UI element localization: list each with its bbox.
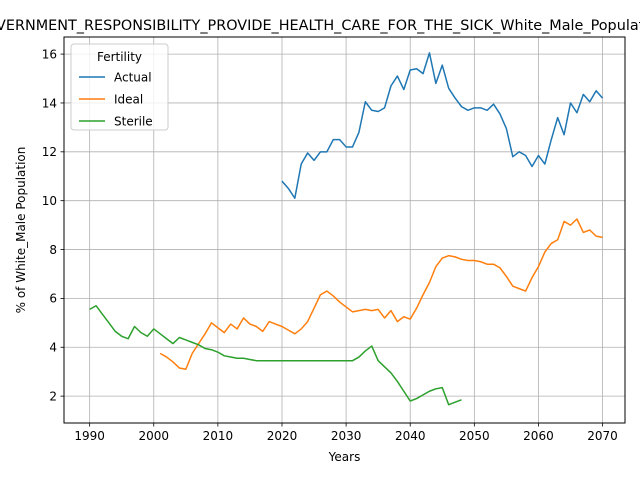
series-line-ideal [159, 218, 603, 370]
legend-box [70, 43, 169, 131]
x-tick-label: 2050 [459, 429, 490, 443]
x-tick-label: 2030 [331, 429, 362, 443]
x-axis-label: Years [328, 450, 361, 464]
y-tick-label: 14 [42, 96, 57, 110]
y-axis-ticks: 2 4 6 8 10 12 14 16 [42, 47, 64, 403]
legend-label-ideal: Ideal [114, 92, 143, 106]
y-tick-label: 6 [49, 292, 57, 306]
y-tick-label: 8 [49, 243, 57, 257]
y-tick-label: 12 [42, 145, 57, 159]
y-tick-label: 16 [42, 47, 57, 61]
chart-title: GOVERNMENT_RESPONSIBILITY_PROVIDE_HEALTH… [0, 18, 640, 34]
series-lines [89, 52, 604, 406]
x-tick-label: 2010 [203, 429, 234, 443]
series-line-sterile [89, 304, 462, 406]
legend-title: Fertility [97, 50, 142, 64]
legend-label-sterile: Sterile [114, 114, 153, 128]
axes-frame [63, 36, 626, 424]
x-tick-label: 1990 [74, 429, 105, 443]
x-tick-label: 2070 [587, 429, 618, 443]
legend-label-actual: Actual [114, 70, 152, 84]
x-tick-label: 2000 [138, 429, 169, 443]
x-tick-label: 2060 [523, 429, 554, 443]
y-axis-label: % of White_Male Population [14, 147, 28, 314]
y-tick-label: 10 [42, 194, 57, 208]
grid [64, 37, 625, 423]
x-axis-ticks: 1990 2000 2010 2020 2030 2040 2050 2060 2070 [74, 423, 618, 443]
y-tick-label: 4 [49, 341, 57, 355]
legend: Fertility Actual Ideal Sterile [70, 43, 169, 131]
x-tick-label: 2040 [395, 429, 426, 443]
x-tick-label: 2020 [267, 429, 298, 443]
y-tick-label: 2 [49, 389, 57, 403]
series-line-actual [281, 52, 604, 199]
